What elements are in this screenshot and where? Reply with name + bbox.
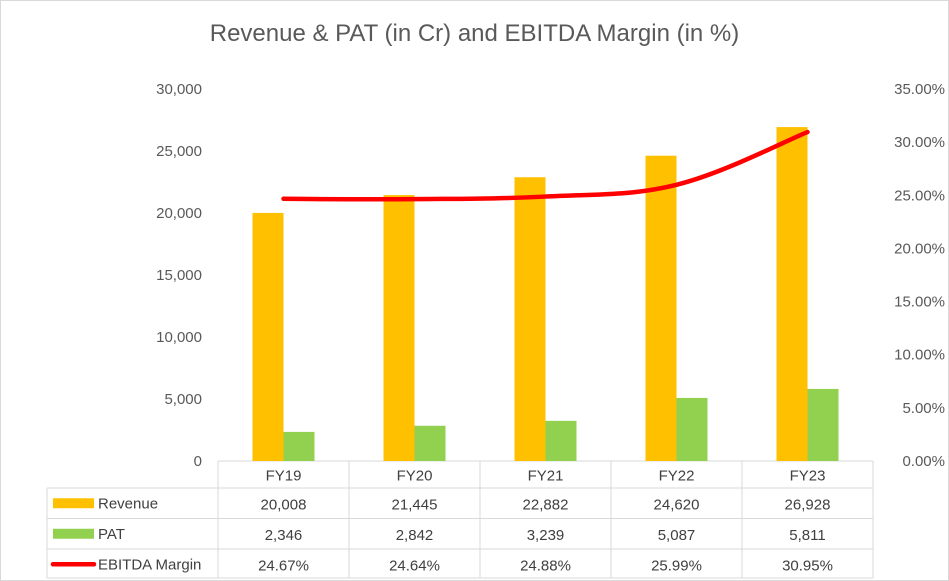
- series-name: Revenue: [98, 495, 158, 512]
- pat-legend-key: [53, 528, 94, 539]
- category-label: FY21: [528, 468, 564, 485]
- revenue-legend-key: [53, 498, 94, 509]
- chart-title: Revenue & PAT (in Cr) and EBITDA Margin …: [209, 20, 740, 47]
- table-cell-value: 30.95%: [782, 557, 833, 574]
- table-cell-value: 21,445: [392, 496, 438, 513]
- table-cell-value: 22,882: [523, 496, 569, 513]
- revenue-bar: [776, 127, 808, 461]
- left-axis: 0 5,000 10,000 15,000 20,000 25,000 30,000: [156, 81, 202, 470]
- pat-bar: [414, 425, 446, 461]
- pat-bar: [807, 388, 839, 461]
- table-cell-value: 25.99%: [651, 557, 702, 574]
- pat-bar: [283, 431, 315, 461]
- left-axis-tick-label: 25,000: [156, 143, 202, 160]
- category-label: FY20: [397, 468, 433, 485]
- right-axis: 0.00% 5.00% 10.00% 15.00% 20.00% 25.00% 30.00%…: [894, 81, 945, 470]
- table-cell-value: 24.88%: [520, 557, 571, 574]
- right-axis-tick-label: 35.00%: [894, 81, 945, 98]
- pat-bar: [676, 397, 708, 461]
- table-cell-value: 2,842: [396, 527, 434, 544]
- data-table-grid: [46, 460, 874, 579]
- category-label: FY19: [266, 468, 302, 485]
- left-axis-tick-label: 30,000: [156, 81, 202, 98]
- right-axis-tick-label: 30.00%: [894, 134, 945, 151]
- revenue-bar: [383, 195, 415, 461]
- left-axis-tick-label: 20,000: [156, 205, 202, 222]
- table-cell-value: 24.67%: [258, 557, 309, 574]
- right-axis-tick-label: 25.00%: [894, 187, 945, 204]
- bar-series: [252, 127, 839, 462]
- category-label: FY22: [659, 468, 695, 485]
- ebitda-margin-line: [281, 129, 810, 202]
- table-cell-value: 24,620: [654, 496, 700, 513]
- right-axis-tick-label: 10.00%: [894, 347, 945, 364]
- table-cell-value: 24.64%: [389, 557, 440, 574]
- right-axis-tick-label: 5.00%: [902, 400, 945, 417]
- left-axis-tick-label: 5,000: [164, 391, 202, 408]
- category-label: FY23: [790, 468, 826, 485]
- table-cell-value: 5,087: [658, 527, 696, 544]
- data-table: FY19 FY20 FY21 FY22 FY23 Revenue 20,008 21,445 2…: [50, 468, 833, 574]
- right-axis-tick-label: 15.00%: [894, 294, 945, 311]
- revenue-bar: [645, 155, 677, 461]
- table-cell-value: 20,008: [261, 496, 307, 513]
- left-axis-tick-label: 0: [194, 453, 202, 470]
- series-name: EBITDA Margin: [98, 556, 201, 573]
- pat-bar: [545, 420, 577, 461]
- right-axis-tick-label: 20.00%: [894, 240, 945, 257]
- revenue-bar: [514, 177, 546, 462]
- table-cell-value: 3,239: [527, 527, 565, 544]
- revenue-bar: [252, 212, 284, 461]
- right-axis-tick-label: 0.00%: [902, 453, 945, 470]
- line-series: [281, 129, 810, 202]
- table-cell-value: 26,928: [785, 496, 831, 513]
- left-axis-tick-label: 10,000: [156, 329, 202, 346]
- left-axis-tick-label: 15,000: [156, 267, 202, 284]
- table-cell-value: 2,346: [265, 527, 303, 544]
- table-cell-value: 5,811: [789, 527, 825, 544]
- series-name: PAT: [98, 526, 125, 543]
